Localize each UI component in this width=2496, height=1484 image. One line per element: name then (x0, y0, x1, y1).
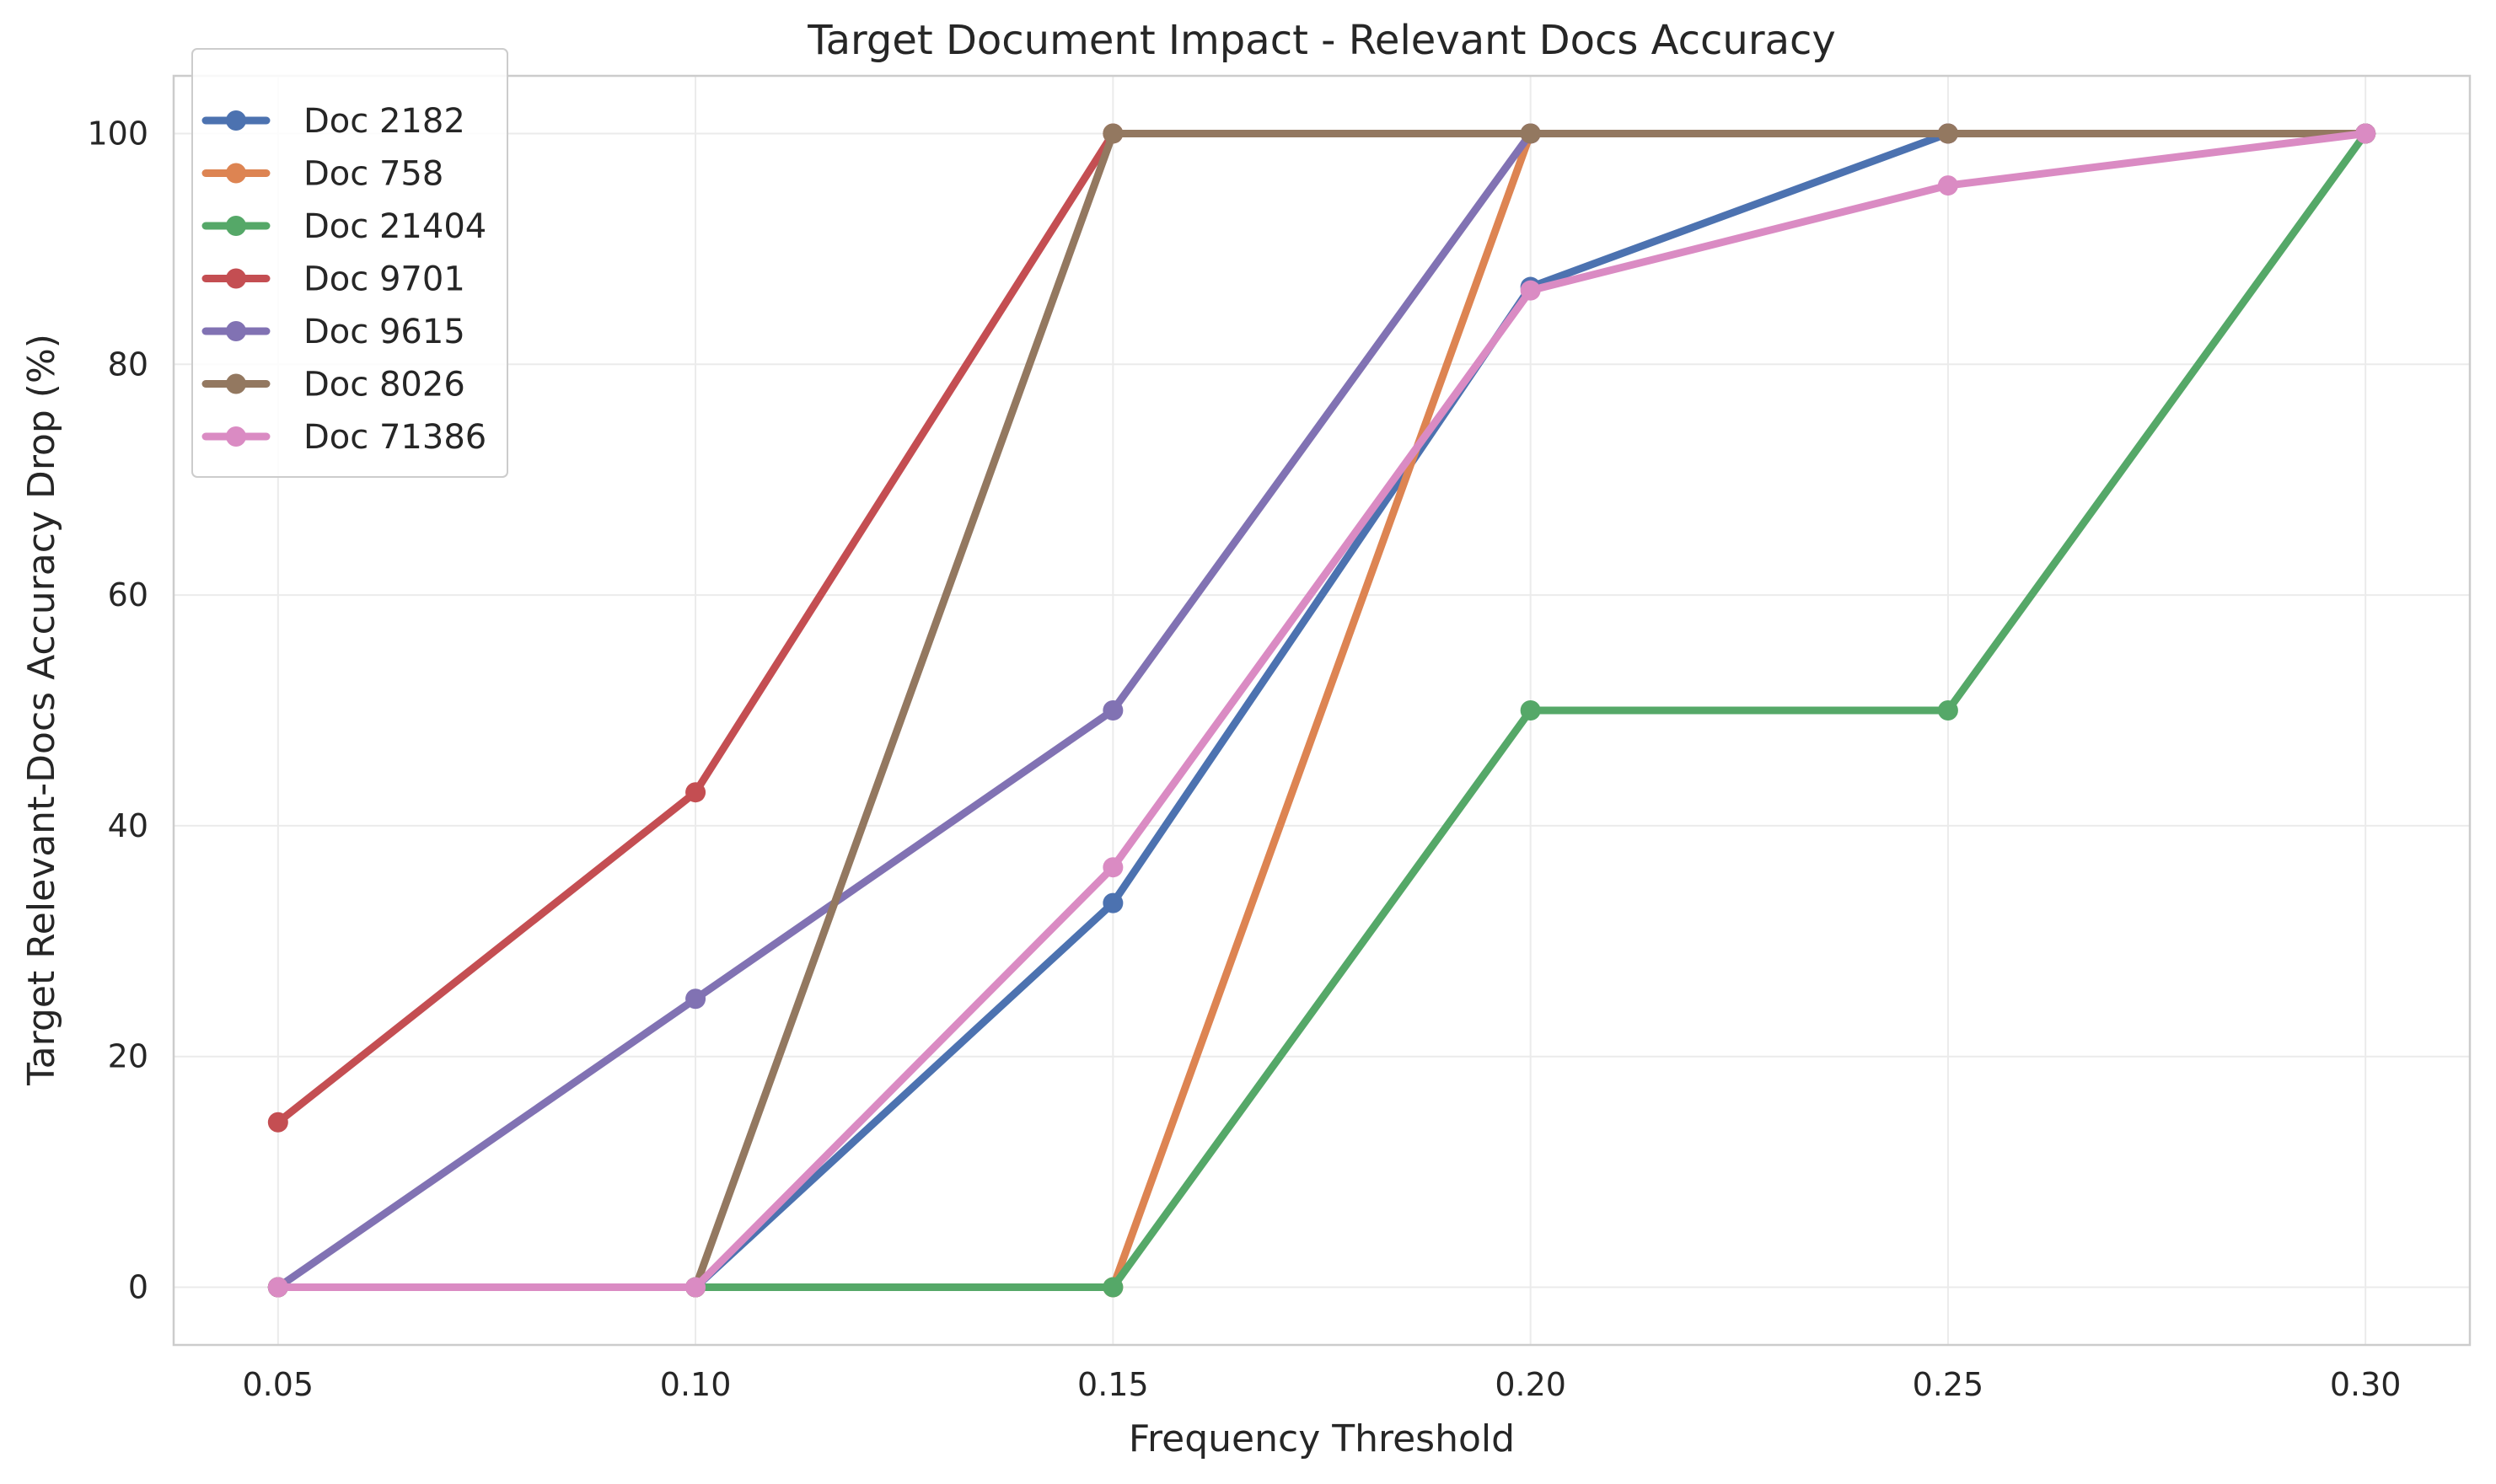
y-axis-title: Target Relevant-Docs Accuracy Drop (%) (20, 334, 63, 1086)
legend-item: Doc 9615 (201, 313, 465, 351)
legend-label: Doc 9615 (303, 313, 465, 351)
legend-box (191, 48, 508, 478)
y-tick-label: 80 (108, 346, 148, 383)
legend-marker (226, 373, 246, 394)
legend: Doc 2182 Doc 758 Doc 21404 Doc 9701 Doc 9615… (191, 48, 508, 478)
x-tick-label: 0.10 (660, 1366, 732, 1403)
data-point (1520, 123, 1541, 144)
legend-item: Doc 71386 (201, 418, 486, 457)
y-tick-label: 20 (108, 1038, 148, 1075)
tick-labels: 0.05 0.10 0.15 0.20 0.25 0.30 0 20 40 60 80 100 (87, 115, 2401, 1403)
data-point (685, 988, 706, 1010)
legend-item: Doc 9701 (201, 260, 465, 299)
legend-label: Doc 9701 (303, 260, 465, 299)
legend-label: Doc 21404 (303, 207, 486, 246)
data-point (685, 782, 706, 803)
data-point (1520, 700, 1541, 721)
data-point (1937, 700, 1958, 721)
y-tick-label: 40 (108, 807, 148, 844)
y-tick-label: 0 (128, 1269, 148, 1306)
legend-item: Doc 21404 (201, 207, 486, 246)
plot-area-frame (172, 74, 2472, 1347)
x-tick-label: 0.15 (1077, 1366, 1149, 1403)
legend-marker (226, 163, 246, 184)
legend-marker (226, 216, 246, 236)
data-point (1103, 700, 1124, 721)
legend-label: Doc 71386 (303, 418, 486, 457)
data-point (1103, 1277, 1124, 1298)
series-line (274, 129, 2370, 1292)
x-tick-label: 0.20 (1495, 1366, 1566, 1403)
data-point (1937, 175, 1958, 196)
legend-item: Doc 758 (201, 155, 443, 194)
legend-label: Doc 758 (303, 155, 443, 194)
legend-marker (226, 321, 246, 341)
data-point (2355, 123, 2376, 144)
data-point (267, 1277, 288, 1298)
x-tick-label: 0.25 (1913, 1366, 1984, 1403)
x-tick-label: 0.05 (243, 1366, 314, 1403)
x-axis-title: Frequency Threshold (1129, 1417, 1515, 1460)
chart-title: Target Document Impact - Relevant Docs A… (807, 17, 1836, 64)
data-point (1103, 857, 1124, 878)
data-point (1103, 892, 1124, 913)
legend-marker (226, 426, 246, 447)
series-doc-71386 (267, 123, 2376, 1298)
data-point (1520, 280, 1541, 301)
legend-item: Doc 2182 (201, 102, 465, 141)
data-point (1103, 123, 1124, 144)
data-point (1937, 123, 1958, 144)
x-tick-label: 0.30 (2330, 1366, 2402, 1403)
data-point (685, 1277, 706, 1298)
legend-item: Doc 8026 (201, 366, 465, 404)
series-group (267, 123, 2376, 1298)
legend-label: Doc 2182 (303, 102, 465, 141)
y-tick-label: 60 (108, 576, 148, 613)
legend-marker (226, 268, 246, 289)
legend-marker (226, 110, 246, 131)
data-point (267, 1112, 288, 1133)
legend-label: Doc 8026 (303, 366, 465, 404)
y-tick-label: 100 (87, 115, 148, 152)
